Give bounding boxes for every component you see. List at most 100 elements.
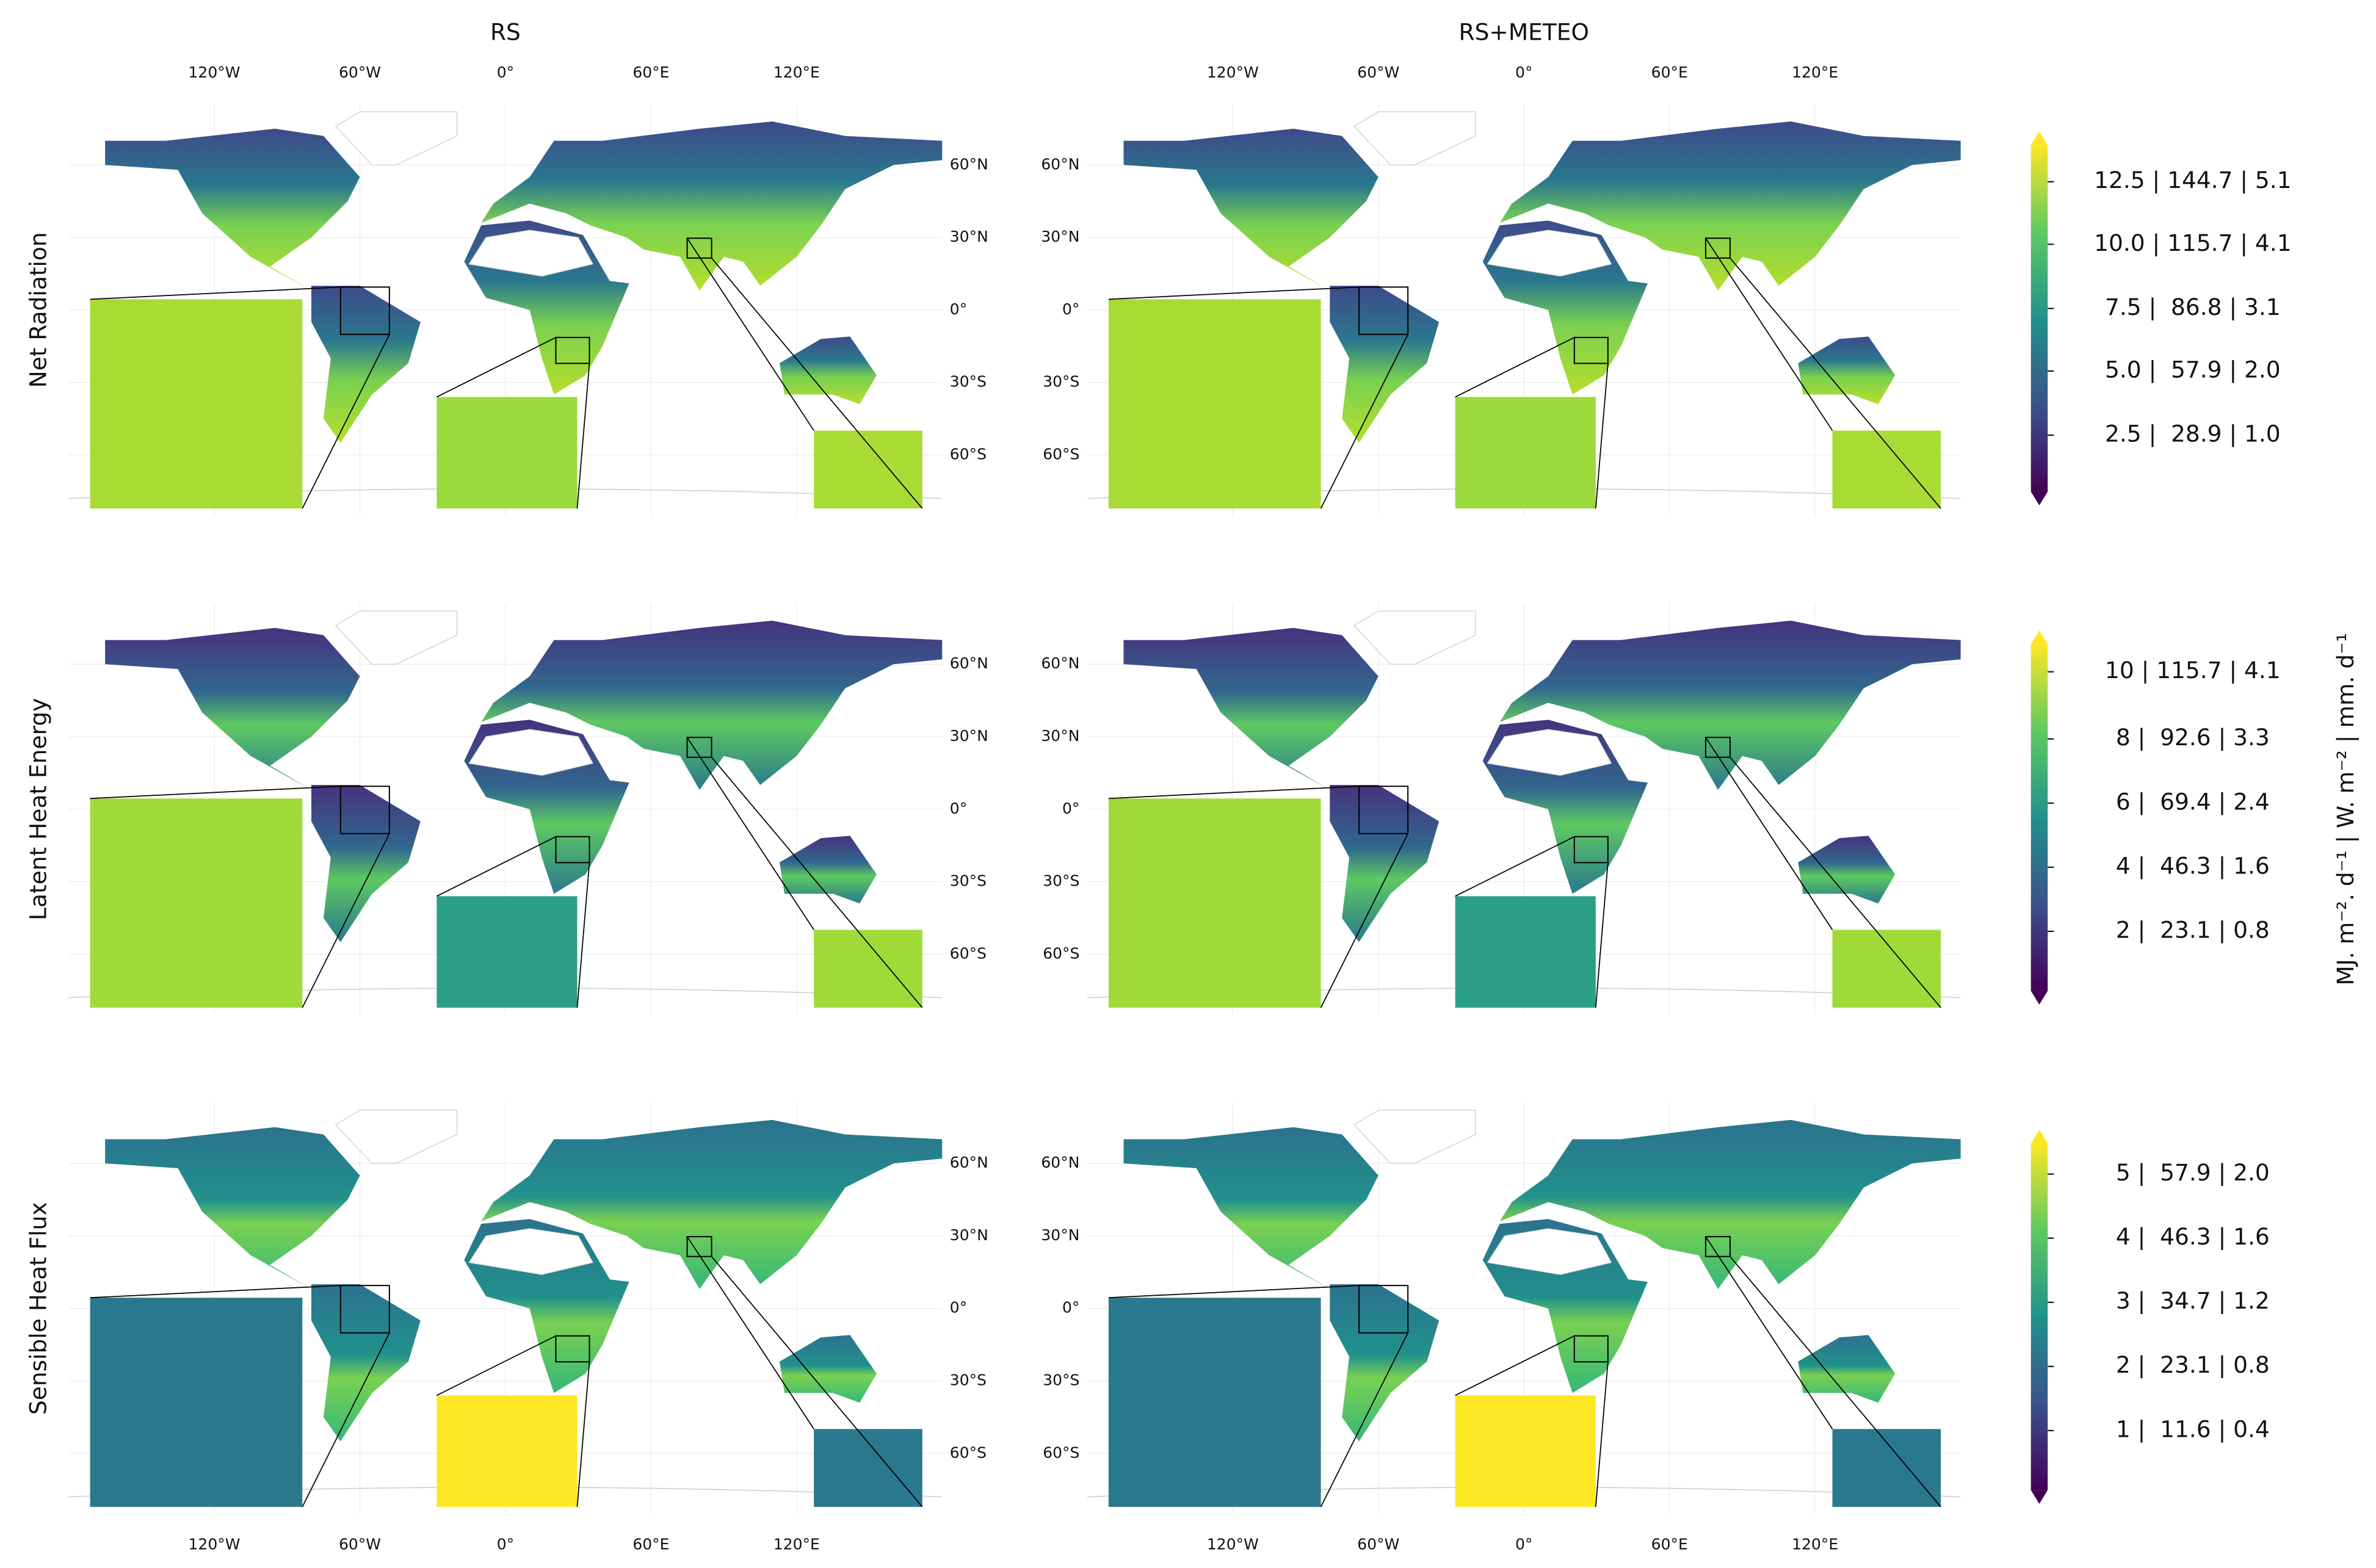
inset-box	[339, 786, 390, 834]
connector	[1729, 1256, 1941, 1508]
greenland	[335, 610, 458, 665]
lat-tick-label: 60°S	[950, 944, 987, 962]
lat-tick-label: 30°S	[950, 1371, 987, 1389]
inset	[814, 1429, 922, 1507]
land	[780, 336, 877, 405]
land	[311, 1284, 421, 1442]
connector	[302, 833, 390, 1008]
greenland	[335, 1110, 458, 1164]
land	[1123, 128, 1378, 291]
connector	[1705, 237, 1833, 431]
land	[1798, 336, 1896, 405]
inset	[814, 930, 922, 1008]
lat-tick-label: 60°N	[950, 155, 988, 173]
lat-tick-label: 60°S	[1043, 445, 1079, 463]
lat-tick-label: 0°	[950, 800, 967, 817]
colorbar-tick-label: 4 | 46.3 | 1.6	[2116, 852, 2270, 880]
colorbar-tick-label: 10.0 | 115.7 | 4.1	[2094, 229, 2291, 257]
colorbar-extend	[2030, 131, 2048, 145]
lat-tick-label: 60°N	[950, 1154, 988, 1171]
lat-tick-label: 60°N	[1041, 155, 1079, 173]
land	[1123, 1127, 1378, 1290]
lat-tick-label: 30°S	[1043, 1371, 1079, 1389]
greenland	[1353, 1110, 1476, 1164]
inset-box	[1704, 237, 1731, 259]
lat-tick-label: 30°N	[950, 228, 988, 245]
colorbar-tick-label: 2 | 23.1 | 0.8	[2116, 1351, 2270, 1379]
inset	[1832, 1429, 1941, 1507]
lat-tick-label: 30°S	[1043, 373, 1079, 391]
lon-tick-label: 60°E	[632, 63, 669, 81]
connector	[1320, 334, 1408, 509]
lon-tick-label: 120°W	[189, 1535, 241, 1553]
map-panel	[68, 604, 943, 1015]
inset	[1108, 798, 1321, 1008]
inset-box	[1704, 1236, 1731, 1257]
connector	[1455, 1335, 1575, 1396]
lon-tick-label: 60°W	[1357, 1535, 1399, 1553]
colorbar-tick-label: 5 | 57.9 | 2.0	[2116, 1159, 2270, 1187]
inset	[436, 397, 578, 509]
inset	[1108, 299, 1321, 509]
colorbar-tick-label: 12.5 | 144.7 | 5.1	[2094, 167, 2291, 194]
lon-tick-label: 120°W	[1207, 1535, 1259, 1553]
colorbar-tick-label: 3 | 34.7 | 1.2	[2116, 1287, 2270, 1315]
desert	[468, 1228, 593, 1275]
lon-tick-label: 60°W	[339, 63, 381, 81]
colorbar-extend	[2030, 1490, 2048, 1504]
land	[1123, 627, 1378, 790]
connector	[436, 836, 556, 897]
connector	[436, 337, 556, 398]
land	[481, 121, 943, 291]
connector	[1108, 1285, 1360, 1299]
lat-tick-label: 30°S	[950, 872, 987, 890]
connector	[1595, 862, 1609, 1008]
inset	[436, 1395, 578, 1507]
inset-box	[555, 336, 590, 364]
land	[311, 785, 421, 942]
colorbar-tick-label: 6 | 69.4 | 2.4	[2116, 788, 2270, 815]
connector	[1705, 737, 1833, 930]
desert	[468, 229, 593, 277]
lat-tick-label: 60°N	[1041, 654, 1079, 672]
connector	[436, 1335, 556, 1396]
lon-tick-label: 120°E	[1792, 63, 1838, 81]
inset	[814, 430, 922, 509]
connector	[302, 1332, 390, 1508]
inset-box	[555, 836, 590, 864]
connector	[1320, 1332, 1408, 1508]
desert	[1487, 729, 1612, 776]
land	[1330, 785, 1440, 942]
colorbar-tick-label: 1 | 11.6 | 0.4	[2116, 1415, 2270, 1443]
colorbar-extend	[2030, 1130, 2048, 1144]
land	[1499, 1119, 1961, 1290]
row-label: Latent Heat Energy	[25, 698, 52, 920]
lon-tick-label: 120°E	[1792, 1535, 1838, 1553]
colorbar-tick-label: 5.0 | 57.9 | 2.0	[2105, 356, 2281, 383]
inset-box	[555, 1335, 590, 1363]
land	[1798, 1335, 1896, 1403]
inset	[1455, 397, 1596, 509]
colorbar-tick-label: 8 | 92.6 | 3.3	[2116, 724, 2270, 751]
inset	[90, 299, 303, 509]
land	[780, 836, 877, 904]
land	[1499, 121, 1961, 291]
desert	[1487, 229, 1612, 277]
inset	[1832, 430, 1941, 509]
colorbar	[2030, 1143, 2048, 1490]
inset-box	[1358, 1285, 1409, 1334]
connector	[576, 1362, 590, 1507]
inset-box	[1573, 336, 1609, 364]
colorbar-label: MJ. m⁻². d⁻¹ | W. m⁻² | mm. d⁻¹	[2332, 633, 2360, 986]
lat-tick-label: 60°N	[950, 654, 988, 672]
map-panel	[1087, 104, 1961, 516]
row-label: Net Radiation	[25, 232, 52, 388]
lon-tick-label: 0°	[1515, 63, 1532, 81]
land	[311, 286, 421, 443]
inset	[90, 798, 303, 1008]
lat-tick-label: 30°N	[1041, 727, 1079, 745]
connector	[1595, 1362, 1609, 1507]
map-panel	[1087, 1103, 1961, 1514]
land	[481, 620, 943, 790]
